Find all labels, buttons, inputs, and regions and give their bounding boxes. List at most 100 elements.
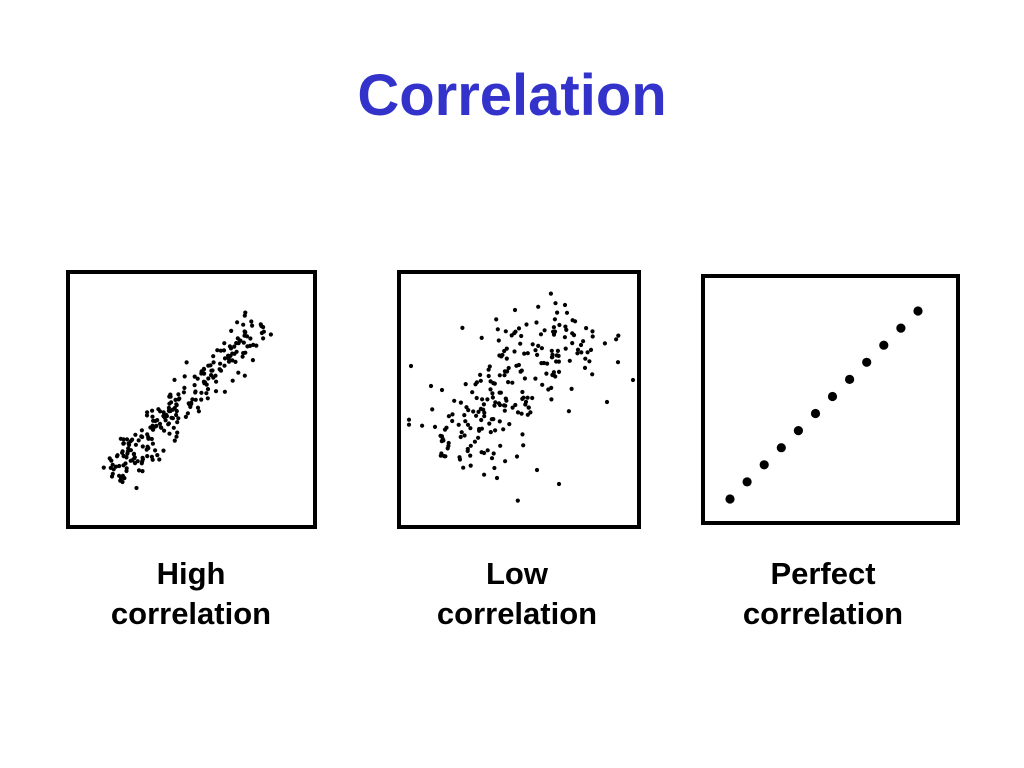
scatter-point bbox=[169, 415, 174, 420]
scatter-point bbox=[725, 494, 735, 504]
scatter-point bbox=[261, 329, 266, 334]
scatter-point bbox=[221, 348, 227, 353]
scatter-point bbox=[566, 409, 571, 414]
scatter-point bbox=[487, 421, 492, 426]
scatter-point bbox=[522, 351, 527, 356]
scatter-point bbox=[183, 414, 188, 419]
scatter-point bbox=[557, 322, 562, 328]
scatter-point bbox=[497, 419, 502, 424]
scatter-point bbox=[510, 380, 515, 385]
scatter-point bbox=[228, 346, 234, 351]
scatter-point bbox=[243, 310, 248, 315]
scatter-point bbox=[438, 453, 443, 458]
scatter-point bbox=[248, 336, 253, 341]
scatter-point bbox=[158, 409, 163, 414]
scatter-point bbox=[793, 426, 803, 436]
scatter-point bbox=[408, 363, 414, 369]
scatter-point bbox=[506, 380, 511, 385]
scatter-point bbox=[250, 358, 255, 363]
scatter-point bbox=[214, 379, 219, 384]
slide-title: Correlation bbox=[357, 63, 667, 128]
scatter-point bbox=[140, 444, 145, 449]
scatter-point bbox=[230, 378, 235, 383]
scatter-point bbox=[479, 417, 484, 423]
scatter-point bbox=[569, 386, 574, 391]
scatter-point bbox=[182, 385, 187, 390]
scatter-point bbox=[108, 465, 113, 470]
scatter-point bbox=[161, 410, 166, 415]
scatter-point bbox=[614, 337, 619, 342]
scatter-point bbox=[490, 391, 495, 396]
scatter-point bbox=[476, 435, 481, 440]
scatter-point bbox=[474, 413, 479, 418]
scatter-point bbox=[153, 448, 158, 453]
scatter-point bbox=[497, 402, 503, 408]
scatter-point bbox=[497, 373, 502, 378]
scatter-point bbox=[539, 361, 544, 366]
scatter-point bbox=[516, 326, 522, 331]
scatter-point bbox=[530, 395, 535, 401]
scatter-point bbox=[810, 408, 821, 419]
scatter-point bbox=[446, 414, 451, 419]
scatter-point bbox=[136, 468, 142, 473]
scatter-point bbox=[546, 387, 551, 392]
scatter-point bbox=[524, 322, 529, 327]
scatter-point bbox=[552, 317, 557, 322]
scatter-point bbox=[222, 389, 227, 394]
scatter-point bbox=[502, 348, 507, 354]
scatter-point bbox=[430, 407, 435, 412]
caption-perfect-line2: correlation bbox=[742, 596, 904, 631]
scatter-point bbox=[759, 460, 769, 470]
scatter-point bbox=[488, 430, 493, 435]
scatter-point bbox=[551, 332, 557, 337]
scatter-point bbox=[196, 409, 201, 414]
scatter-point bbox=[590, 329, 595, 334]
scatter-point bbox=[121, 453, 126, 459]
scatter-point bbox=[471, 409, 476, 414]
scatter-point bbox=[213, 389, 219, 394]
scatter-point bbox=[150, 414, 155, 419]
scatter-point bbox=[519, 368, 524, 373]
scatter-point bbox=[439, 387, 445, 393]
scatter-point bbox=[553, 301, 558, 306]
scatter-point bbox=[149, 454, 154, 459]
scatter-point bbox=[497, 353, 502, 358]
scatter-point bbox=[173, 397, 178, 402]
scatter-point bbox=[174, 402, 179, 407]
caption-low-line2: correlation bbox=[436, 596, 598, 631]
scatter-point bbox=[520, 389, 525, 395]
scatter-point bbox=[146, 446, 151, 451]
scatter-point bbox=[109, 458, 114, 463]
scatter-point bbox=[491, 381, 496, 386]
scatter-point bbox=[133, 432, 138, 437]
scatter-point bbox=[226, 359, 232, 364]
scatter-point bbox=[121, 441, 126, 446]
scatter-point bbox=[215, 348, 220, 353]
scatter-point bbox=[184, 360, 189, 365]
scatter-point bbox=[251, 342, 256, 347]
scatter-point bbox=[189, 400, 194, 405]
scatter-point bbox=[155, 453, 160, 458]
scatter-point bbox=[130, 437, 135, 442]
scatter-point bbox=[462, 413, 467, 418]
scatter-point bbox=[540, 382, 545, 387]
scatter-point bbox=[556, 369, 562, 374]
scatter-point bbox=[590, 372, 595, 377]
scatter-point bbox=[157, 457, 162, 462]
scatter-point bbox=[121, 437, 126, 442]
scatter-point bbox=[498, 443, 503, 448]
scatter-point bbox=[159, 425, 164, 430]
scatter-point bbox=[168, 394, 173, 399]
scatter-point bbox=[513, 402, 518, 408]
scatter-point bbox=[490, 395, 495, 400]
scatter-point bbox=[544, 371, 549, 376]
scatter-point bbox=[145, 410, 150, 415]
scatter-point bbox=[516, 362, 521, 368]
scatter-point bbox=[120, 479, 125, 485]
scatter-point bbox=[420, 423, 425, 428]
scatter-point bbox=[562, 302, 568, 308]
scatter-point bbox=[478, 372, 483, 377]
scatter-point bbox=[241, 322, 246, 327]
scatter-point bbox=[201, 367, 207, 372]
scatter-point bbox=[268, 332, 273, 337]
